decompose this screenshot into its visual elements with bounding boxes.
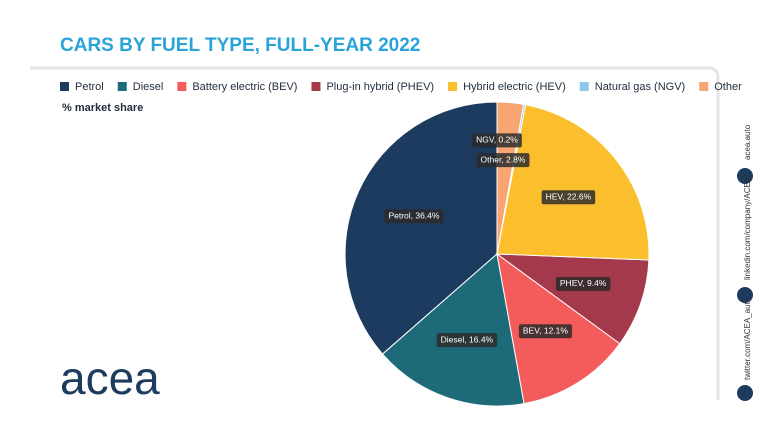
data-label-bg: [518, 324, 572, 339]
twitter: twitter.com/ACEA_auto: [743, 297, 752, 380]
slice: [496, 104, 650, 261]
web-icon[interactable]: [737, 168, 753, 184]
legend-label: Plug-in hybrid (PHEV): [326, 81, 434, 93]
data-label-text: BEV, 12.1%: [523, 326, 568, 336]
data-label-text: PHEV, 9.4%: [560, 278, 607, 288]
data-label-text: HEV, 22.6%: [546, 192, 592, 202]
legend-swatch: [448, 82, 458, 91]
data-label: Petrol, 36.4%: [384, 209, 444, 224]
data-label: Diesel, 16.4%: [436, 333, 498, 348]
data-label-bg: [476, 153, 530, 168]
legend-swatch: [579, 82, 589, 91]
data-label: Other, 2.8%: [476, 153, 530, 168]
subtitle: % market share: [62, 102, 143, 114]
data-label: NGV, 0.2%: [472, 133, 522, 148]
legend-label: Hybrid electric (HEV): [463, 81, 566, 93]
data-label: HEV, 22.6%: [541, 190, 596, 205]
chart-title: CARS BY FUEL TYPE, FULL-YEAR 2022: [60, 35, 420, 56]
data-label-text: Diesel, 16.4%: [441, 334, 494, 344]
legend-swatch: [699, 82, 709, 91]
legend-swatch: [177, 82, 187, 91]
data-label: BEV, 12.1%: [518, 324, 572, 339]
data-label-bg: [436, 333, 498, 348]
legend-label: Battery electric (BEV): [192, 81, 297, 93]
data-label-bg: [541, 190, 596, 205]
legend-swatch: [60, 82, 69, 91]
data-label: PHEV, 9.4%: [555, 276, 611, 291]
legend-swatch: [117, 82, 127, 91]
slice: [381, 253, 525, 407]
linkedin: linkedin.com/company/ACEA/: [743, 174, 752, 280]
legend-label: Petrol: [75, 81, 104, 93]
data-label-bg: [555, 276, 611, 291]
legend-swatch: [311, 82, 321, 91]
data-label-text: Other, 2.8%: [481, 154, 526, 164]
website: acea.auto: [743, 124, 752, 160]
frame: [30, 66, 720, 400]
slice: [495, 253, 650, 345]
slice: [344, 101, 498, 355]
twitter-icon[interactable]: [737, 385, 753, 401]
data-label-bg: [472, 133, 522, 148]
data-label-text: NGV, 0.2%: [476, 135, 518, 145]
logo: acea: [60, 352, 160, 404]
sidebar: acea.auto linkedin.com/company/ACEA/ twi…: [737, 124, 753, 401]
data-label-bg: [384, 209, 444, 224]
legend-label: Natural gas (NGV): [595, 81, 685, 93]
data-label-text: Petrol, 36.4%: [388, 211, 439, 221]
linkedin-icon[interactable]: [737, 287, 753, 303]
legend-label: Other: [714, 81, 742, 93]
legend-label: Diesel: [133, 81, 164, 93]
